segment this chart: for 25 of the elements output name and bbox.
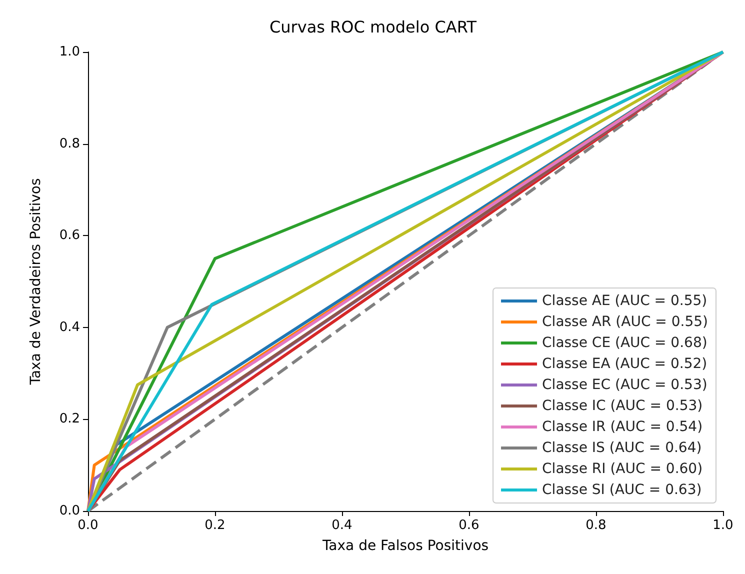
legend-label: Classe EC (AUC = 0.53) [542, 377, 708, 393]
x-tick-label: 0.8 [586, 518, 606, 533]
x-tick-label: 0.2 [204, 518, 226, 533]
chart-title: Curvas ROC modelo CART [269, 18, 477, 36]
x-tick-label: 0.4 [332, 518, 352, 533]
x-tick-label: 1.0 [712, 518, 734, 533]
y-tick-label: 0.6 [59, 228, 80, 244]
legend-label: Classe IS (AUC = 0.64) [542, 440, 702, 456]
y-tick-label: 0.4 [59, 320, 80, 335]
x-tick-label: 0.0 [78, 518, 98, 533]
legend-label: Classe SI (AUC = 0.63) [542, 482, 702, 498]
y-tick-label: 0.2 [59, 412, 80, 427]
legend-label: Classe AE (AUC = 0.55) [542, 293, 708, 309]
y-tick-label: 0.0 [59, 504, 80, 518]
legend-label: Classe IR (AUC = 0.54) [542, 419, 703, 435]
legend-label: Classe IC (AUC = 0.53) [542, 398, 703, 414]
y-tick-label: 0.8 [59, 136, 80, 152]
y-axis-title: Taxa de Verdadeiros Positivos [28, 178, 44, 386]
y-tick-label: 1.0 [59, 44, 80, 60]
legend-label: Classe EA (AUC = 0.52) [542, 356, 708, 372]
x-tick-label: 0.6 [458, 518, 480, 533]
x-axis-title: Taxa de Falsos Positivos [321, 538, 489, 554]
legend-label: Classe AR (AUC = 0.55) [542, 314, 708, 330]
legend-label: Classe RI (AUC = 0.60) [542, 461, 703, 477]
legend-label: Classe CE (AUC = 0.68) [542, 335, 708, 351]
